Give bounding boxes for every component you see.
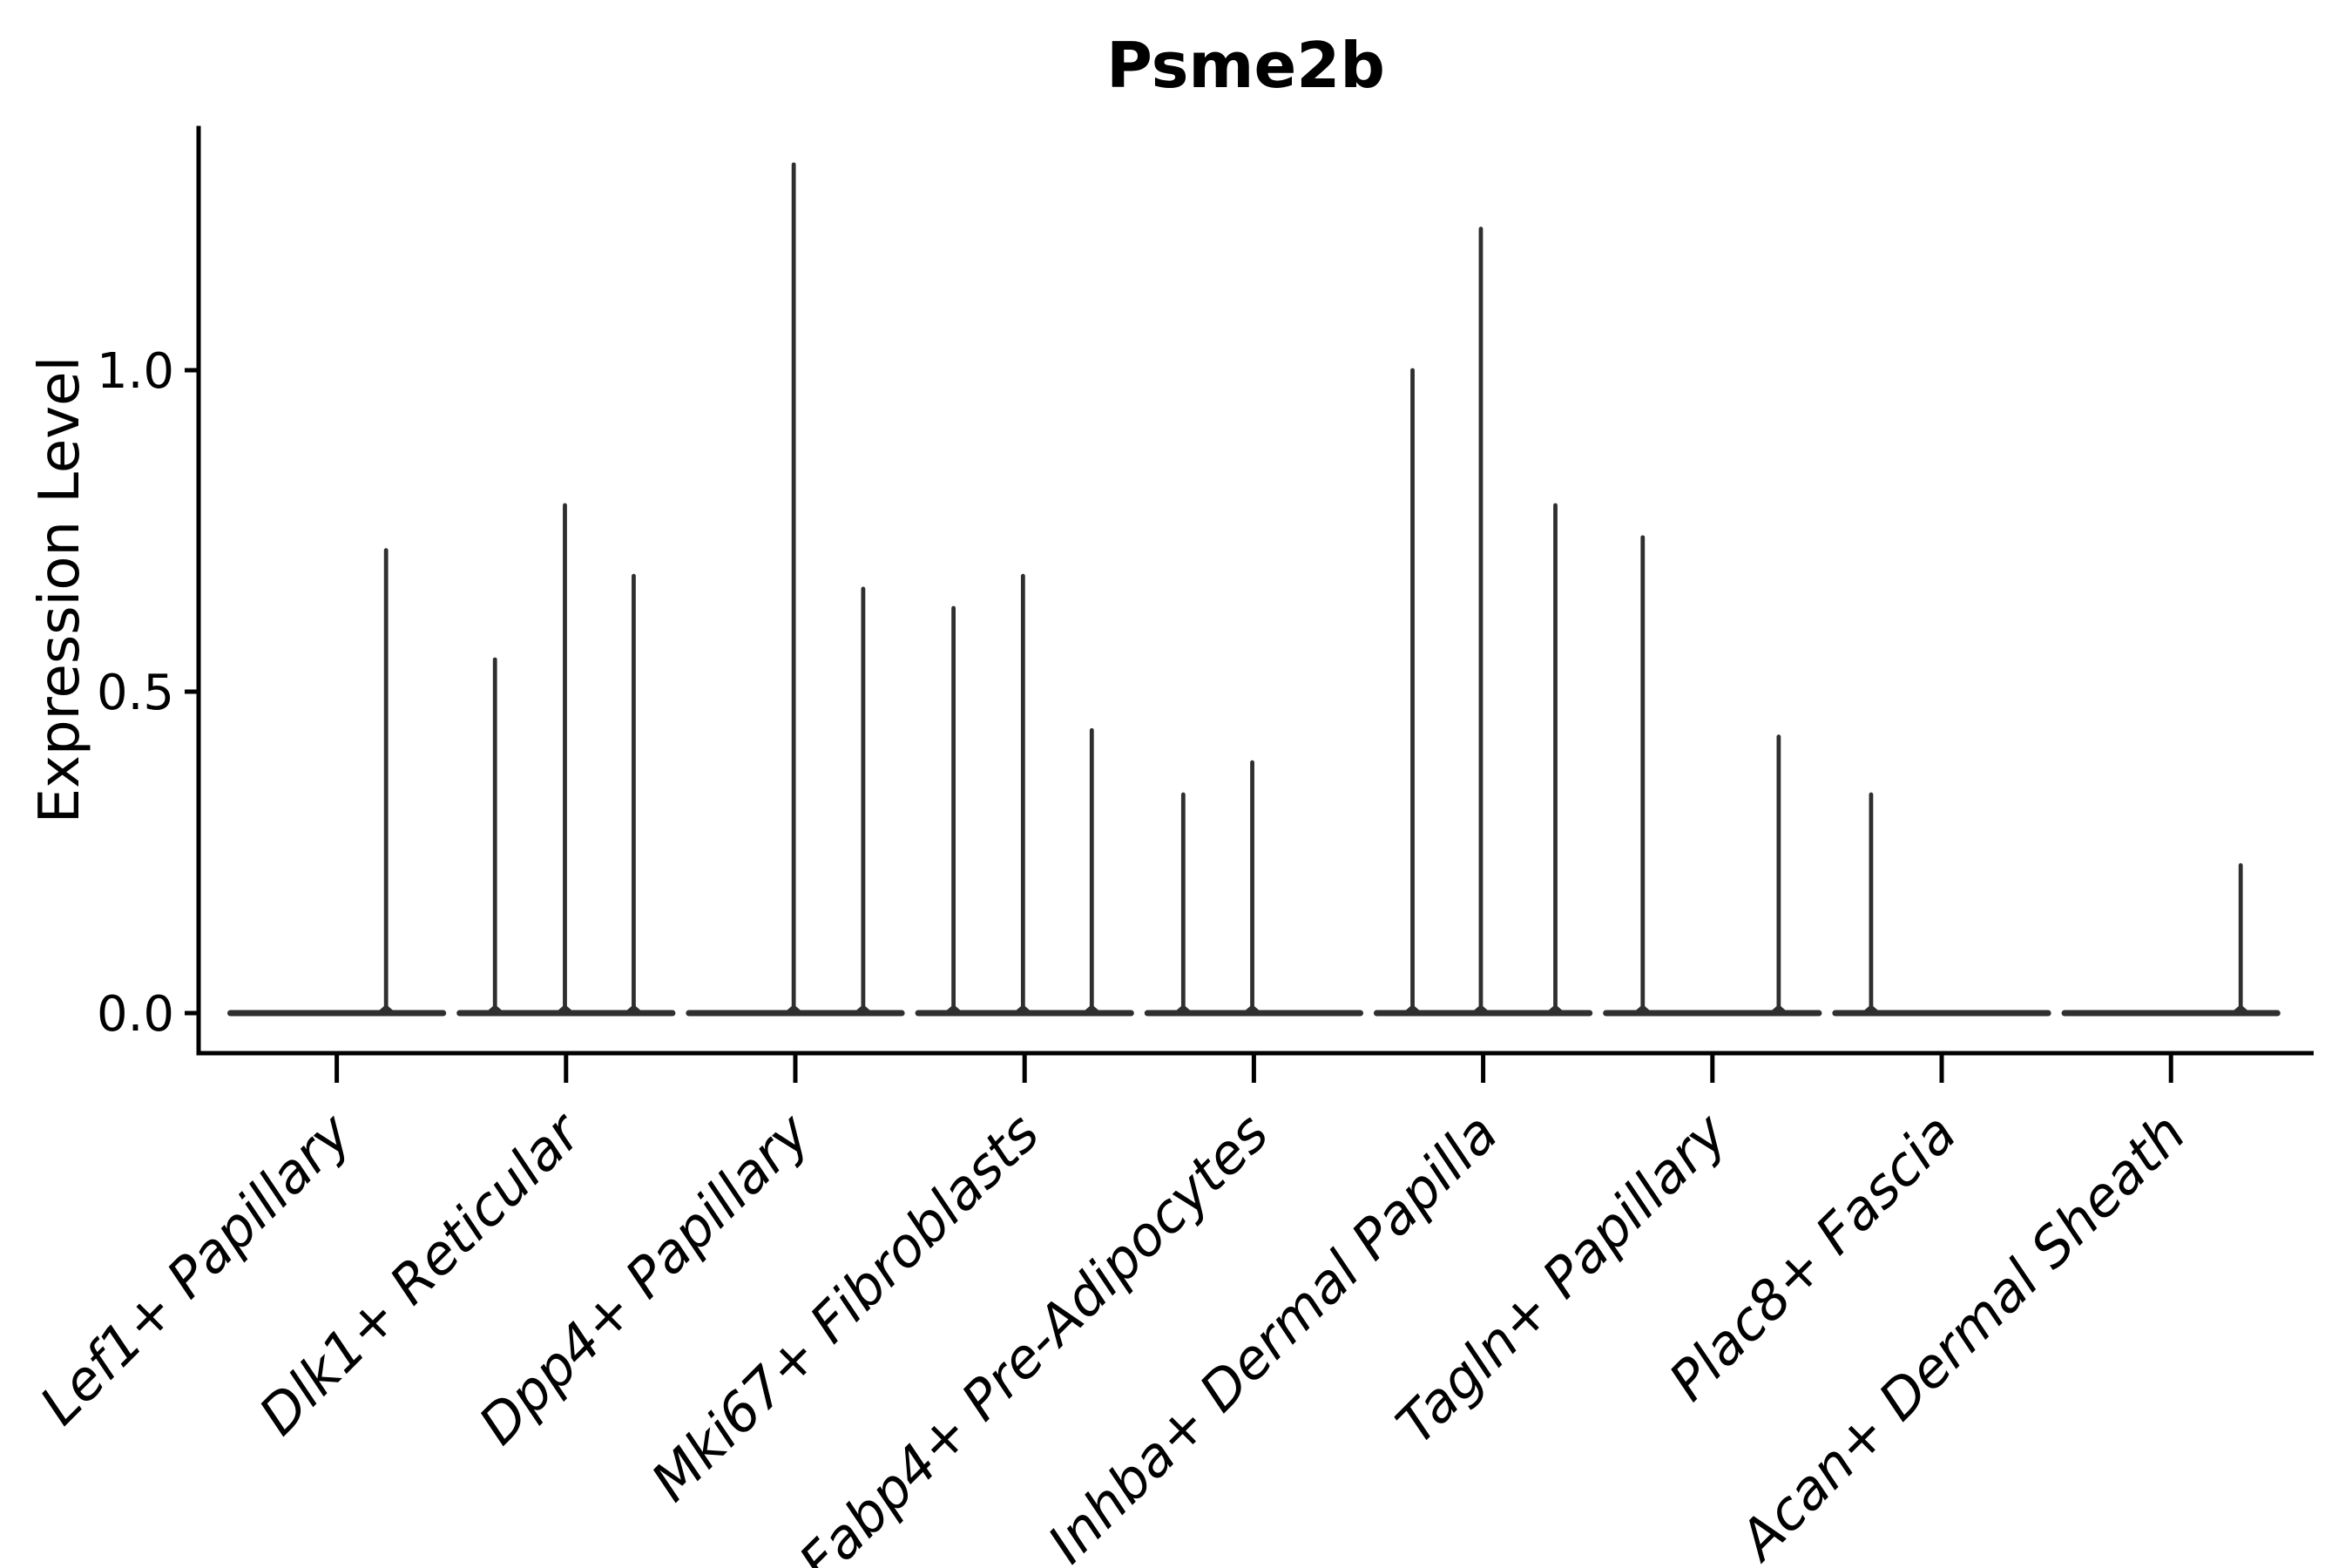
y-tick-label: 0.5 <box>97 665 174 721</box>
violin-spike-foot <box>374 1004 399 1015</box>
violin-spike-foot <box>552 1004 578 1015</box>
violin-spike-foot <box>1079 1004 1105 1015</box>
violin-spike-foot <box>1766 1004 1791 1015</box>
x-tick-label: Mki67+ Fibroblasts <box>639 1101 1051 1513</box>
y-axis-ticks: 0.0 0.5 1.0 <box>97 343 199 1043</box>
violin-spike-foot <box>1543 1004 1568 1015</box>
y-tick-label: 0.0 <box>97 986 174 1043</box>
violin-spike-foot <box>1010 1004 1036 1015</box>
violin-group <box>456 503 676 1017</box>
violin-group <box>1144 760 1364 1017</box>
violin-spike-foot <box>1630 1004 1655 1015</box>
y-axis-label: Expression Level <box>28 356 92 824</box>
violin-spike-foot <box>483 1004 508 1015</box>
violins <box>226 162 2281 1017</box>
violin-group <box>1373 226 1593 1017</box>
violin-spike-foot <box>2228 1004 2254 1015</box>
axes <box>196 125 2314 1056</box>
violin-spike-foot <box>1240 1004 1265 1015</box>
violin-group <box>2061 862 2281 1017</box>
violin-spike-foot <box>1468 1004 1493 1015</box>
x-tick-label: Acan+ Dermal Sheath <box>1725 1101 2198 1568</box>
violin-group <box>1603 535 1822 1017</box>
violin-spike-foot <box>1400 1004 1425 1015</box>
violin-group <box>226 548 447 1017</box>
violin-group <box>1832 792 2051 1017</box>
violin-spike-foot <box>621 1004 646 1015</box>
violin-spike-foot <box>781 1004 807 1015</box>
violin-spike-foot <box>1171 1004 1196 1015</box>
violin-spike-foot <box>850 1004 875 1015</box>
violin-group <box>915 573 1134 1017</box>
violin-group <box>686 162 905 1017</box>
violin-spike-foot <box>941 1004 966 1015</box>
chart-title: Psme2b <box>1106 29 1385 102</box>
y-tick-label: 1.0 <box>97 343 174 400</box>
x-tick-label: Inhba+ Dermal Papilla <box>1036 1101 1510 1568</box>
violin-spike-foot <box>1858 1004 1883 1015</box>
